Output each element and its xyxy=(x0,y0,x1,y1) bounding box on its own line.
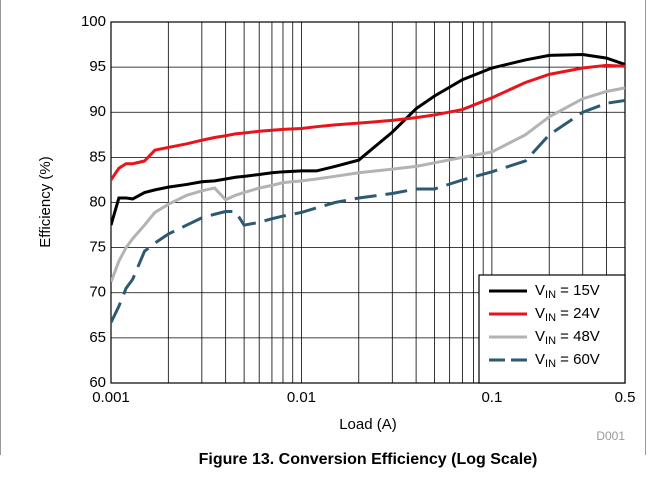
caption: Figure 13. Conversion Efficiency (Log Sc… xyxy=(199,451,538,468)
x-tick-label: 0.1 xyxy=(481,389,502,406)
plot-border xyxy=(110,21,626,384)
legend-label: VIN = 24V xyxy=(535,305,600,324)
x-tick-label: 0.01 xyxy=(287,389,316,406)
series-line xyxy=(111,52,625,226)
y-tick-label: 65 xyxy=(89,329,106,346)
legend-label: VIN = 48V xyxy=(535,328,600,347)
legend-label: VIN = 15V xyxy=(535,282,600,301)
y-tick-label: 95 xyxy=(89,58,106,75)
x-tick-label: 0.5 xyxy=(615,389,636,406)
y-tick-label: 85 xyxy=(89,148,106,165)
y-tick-label: 90 xyxy=(89,103,106,120)
y-tick-label: 60 xyxy=(89,374,106,391)
y-tick-label: 80 xyxy=(89,193,106,210)
x-tick-label: 0.001 xyxy=(92,389,130,406)
legend-label: VIN = 60V xyxy=(535,351,600,370)
figure-code: D001 xyxy=(596,429,625,443)
series-line xyxy=(111,99,625,324)
series-line xyxy=(111,63,625,181)
y-tick-label: 75 xyxy=(89,239,106,256)
y-tick-label: 70 xyxy=(89,284,106,301)
x-axis-label: Load (A) xyxy=(339,416,397,433)
series-line xyxy=(111,86,625,283)
legend-box xyxy=(478,274,626,384)
y-axis-label: Efficiency (%) xyxy=(37,156,54,247)
y-tick-label: 100 xyxy=(81,13,106,30)
